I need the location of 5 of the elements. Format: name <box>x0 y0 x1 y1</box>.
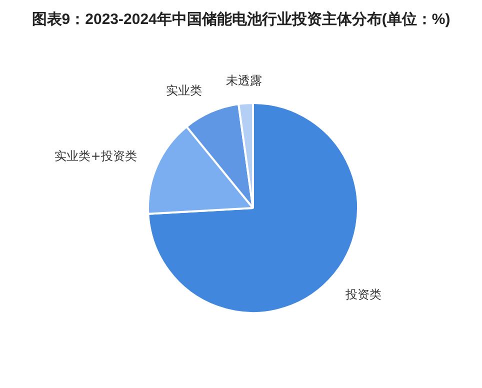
slice-label: 实业类 <box>166 84 202 98</box>
slice-label: 未透露 <box>226 73 262 88</box>
slice-label: 投资类 <box>344 287 382 302</box>
chart-title: 图表9：2023-2024年中国储能电池行业投资主体分布(单位：%) <box>30 10 452 29</box>
slice-label: 实业类+投资类 <box>54 148 137 163</box>
